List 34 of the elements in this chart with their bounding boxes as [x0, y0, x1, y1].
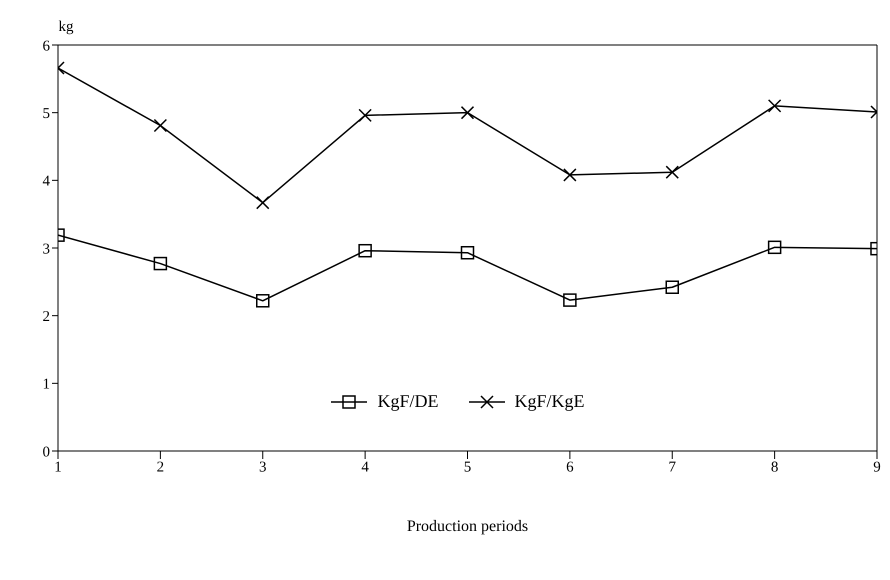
x-tick-label: 4 [361, 460, 370, 476]
y-tick-label: 5 [42, 106, 50, 122]
x-tick-label: 8 [770, 460, 778, 476]
point [256, 196, 270, 210]
point [666, 280, 679, 294]
point [154, 118, 168, 132]
point [358, 244, 372, 258]
legend-label: KgF/DE [377, 391, 438, 412]
y-tick-label: 3 [42, 241, 50, 258]
x-tick-label: 7 [668, 460, 676, 476]
point [460, 246, 474, 260]
point [358, 108, 372, 122]
point [768, 99, 782, 113]
x-axis-title: Production periods [406, 518, 528, 535]
y-axis-title: kg [58, 19, 74, 35]
y-tick-label: 0 [42, 444, 50, 460]
point [666, 165, 679, 179]
point [563, 168, 577, 182]
point [563, 293, 577, 307]
y-tick-label: 1 [42, 376, 50, 393]
x-tick-label: 1 [54, 460, 62, 476]
y-tick-label: 2 [42, 308, 50, 325]
x-tick-label: 3 [259, 460, 266, 476]
point [768, 240, 782, 254]
y-tick-label: 4 [42, 174, 50, 190]
legend-label: KgF/KgE [514, 391, 585, 412]
y-tick-label: 6 [42, 38, 50, 54]
x-tick-label: 6 [566, 460, 574, 476]
x-tick-label: 9 [873, 460, 881, 476]
x-tick-label: 2 [156, 460, 164, 476]
point [154, 256, 168, 270]
point [256, 294, 270, 308]
x-tick-label: 5 [464, 460, 472, 476]
point [460, 106, 474, 120]
